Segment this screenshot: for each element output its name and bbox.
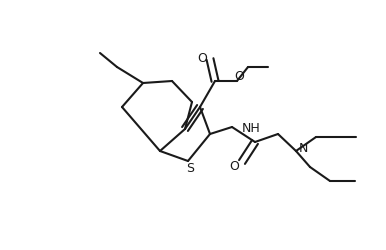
- Text: O: O: [234, 69, 244, 82]
- Text: S: S: [186, 161, 194, 174]
- Text: N: N: [299, 141, 308, 154]
- Text: NH: NH: [242, 121, 261, 134]
- Text: O: O: [197, 51, 207, 64]
- Text: O: O: [229, 160, 239, 173]
